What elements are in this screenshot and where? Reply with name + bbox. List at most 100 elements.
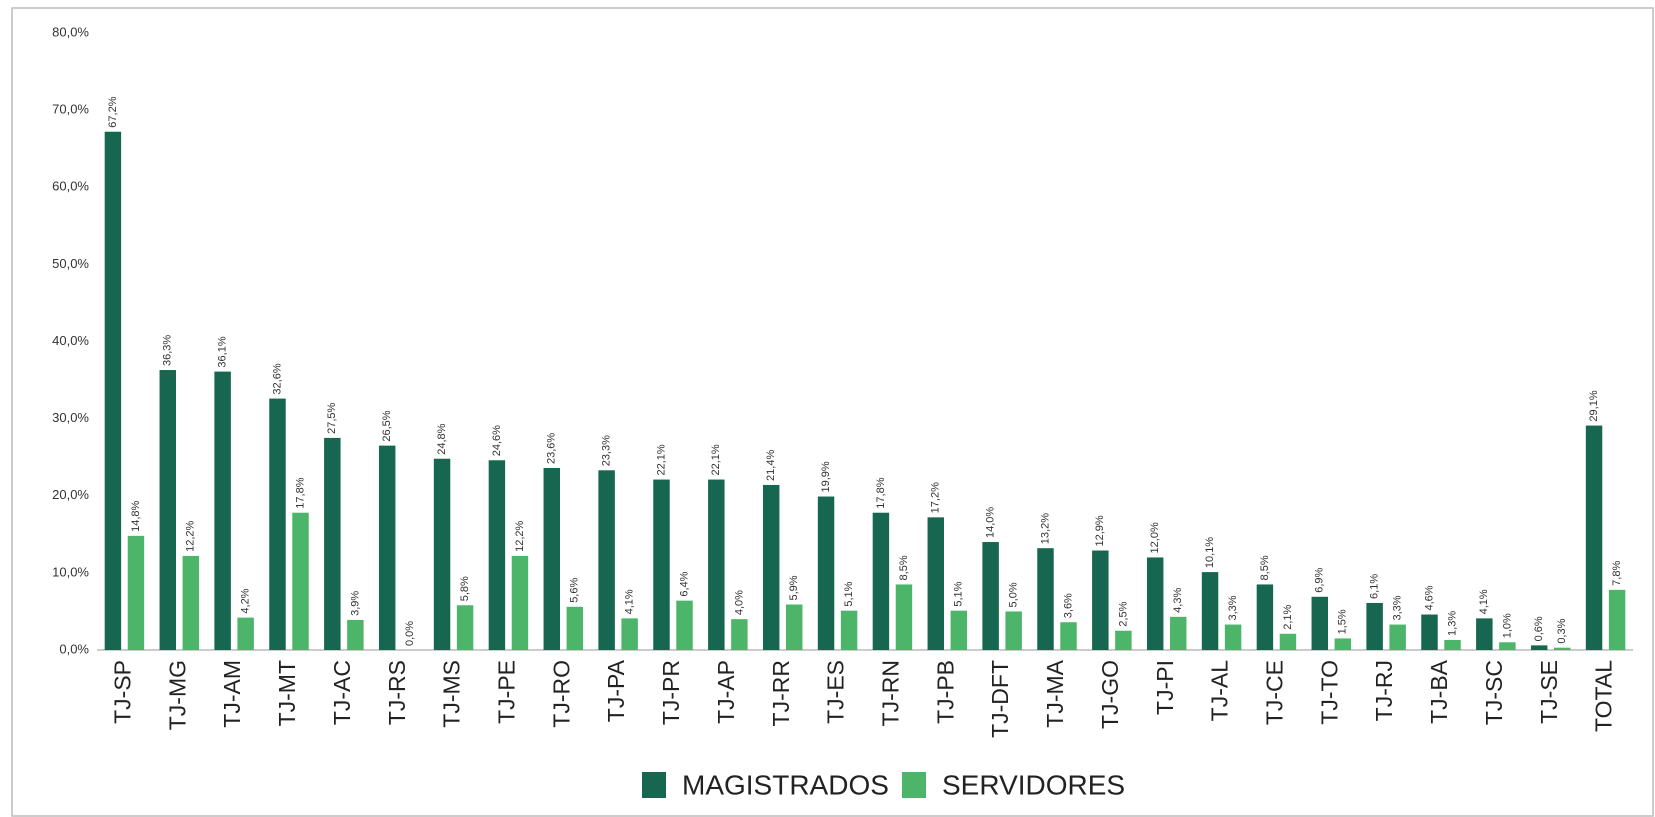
- bar: [621, 618, 638, 650]
- bar: [1092, 550, 1109, 650]
- value-label: 8,5%: [898, 555, 910, 580]
- y-tick-label: 40,0%: [52, 333, 89, 348]
- legend-label: MAGISTRADOS: [682, 769, 889, 800]
- value-label: 19,9%: [820, 461, 832, 492]
- value-label: 17,2%: [930, 482, 942, 513]
- bar: [104, 131, 122, 651]
- value-label: 14,0%: [985, 507, 997, 538]
- value-label: 6,4%: [678, 571, 690, 596]
- legend-swatch: [902, 772, 926, 798]
- bar: [708, 479, 725, 650]
- bar: [1389, 624, 1406, 650]
- bar: [269, 398, 286, 650]
- bar: [1334, 638, 1352, 650]
- value-label: 6,1%: [1369, 574, 1381, 599]
- y-tick-label: 50,0%: [52, 256, 89, 271]
- bar: [1037, 548, 1054, 650]
- bar: [237, 617, 254, 650]
- value-label: 17,8%: [875, 477, 887, 508]
- bar: [1499, 642, 1516, 650]
- x-tick-label: TJ-AC: [329, 660, 355, 725]
- value-label: 1,3%: [1446, 611, 1458, 636]
- bar: [347, 619, 364, 650]
- bar: [511, 555, 529, 650]
- value-label: 0,0%: [404, 621, 416, 646]
- x-tick-label: TJ-SC: [1481, 660, 1507, 725]
- bar: [324, 437, 341, 650]
- bar: [543, 467, 560, 650]
- value-label: 5,1%: [953, 581, 965, 606]
- bar: [456, 605, 474, 650]
- value-label: 24,6%: [491, 425, 503, 456]
- y-tick-label: 20,0%: [52, 487, 89, 502]
- value-label: 0,6%: [1533, 616, 1545, 641]
- x-tick-label: TJ-MG: [164, 660, 190, 730]
- x-tick-label: TJ-GO: [1097, 660, 1123, 729]
- value-label: 22,1%: [710, 444, 722, 475]
- value-label: 14,8%: [130, 500, 142, 531]
- value-label: 4,1%: [624, 589, 636, 614]
- value-label: 5,8%: [459, 576, 471, 601]
- bar: [1554, 647, 1571, 650]
- bar: [1115, 630, 1132, 650]
- x-tick-label: TJ-MS: [439, 660, 465, 728]
- value-label: 5,1%: [843, 581, 855, 606]
- x-tick-label: TJ-RN: [878, 660, 904, 726]
- value-label: 36,3%: [162, 335, 174, 366]
- x-tick-label: TJ-AP: [713, 660, 739, 724]
- value-label: 4,2%: [240, 588, 252, 613]
- x-tick-label: TJ-DFT: [987, 660, 1013, 738]
- x-tick-label: TJ-AM: [219, 660, 245, 728]
- value-label: 3,6%: [1062, 593, 1074, 618]
- bar: [786, 604, 803, 650]
- bar: [1279, 633, 1297, 650]
- x-tick-label: TJ-RR: [768, 660, 794, 726]
- bar: [598, 470, 615, 650]
- x-tick-label: TJ-SP: [110, 660, 136, 724]
- bar: [927, 517, 944, 650]
- value-label: 12,2%: [185, 520, 197, 551]
- value-label: 22,1%: [655, 444, 667, 475]
- bar: [1170, 616, 1187, 650]
- value-label: 67,2%: [107, 96, 119, 127]
- bar: [1476, 618, 1493, 650]
- x-tick-label: TOTAL: [1591, 660, 1617, 732]
- bar: [127, 535, 145, 650]
- value-label: 4,1%: [1478, 589, 1490, 614]
- x-tick-label: TJ-MT: [274, 660, 300, 726]
- bar: [159, 370, 176, 650]
- value-label: 2,1%: [1282, 605, 1294, 630]
- x-tick-label: TJ-CE: [1262, 660, 1288, 725]
- bar: [566, 606, 584, 650]
- bar: [1146, 557, 1164, 650]
- value-label: 1,0%: [1501, 613, 1513, 638]
- value-label: 17,8%: [294, 477, 306, 508]
- value-label: 27,5%: [326, 402, 338, 433]
- bar: [1585, 425, 1603, 650]
- bar: [653, 479, 670, 650]
- value-label: 29,1%: [1588, 390, 1600, 421]
- value-label: 36,1%: [217, 336, 229, 367]
- y-tick-label: 30,0%: [52, 410, 89, 425]
- legend-swatch: [642, 772, 666, 798]
- value-label: 10,1%: [1204, 537, 1216, 568]
- bar: [762, 484, 780, 650]
- bar: [1366, 602, 1383, 650]
- chart-frame: [11, 7, 1654, 817]
- x-tick-label: TJ-SE: [1536, 660, 1562, 724]
- value-label: 24,8%: [436, 423, 448, 454]
- bar: [895, 584, 913, 650]
- bar: [1608, 589, 1626, 650]
- value-label: 23,3%: [601, 435, 613, 466]
- bar: [1530, 645, 1548, 650]
- x-tick-label: TJ-RJ: [1371, 660, 1397, 721]
- x-tick-label: TJ-TO: [1316, 660, 1342, 725]
- bar: [1005, 611, 1022, 650]
- x-tick-label: TJ-PE: [494, 660, 520, 724]
- x-tick-label: TJ-ES: [823, 660, 849, 724]
- value-label: 12,0%: [1149, 522, 1161, 553]
- y-tick-label: 60,0%: [52, 179, 89, 194]
- value-label: 21,4%: [765, 450, 777, 481]
- bar: [817, 496, 835, 650]
- value-label: 5,6%: [569, 578, 581, 603]
